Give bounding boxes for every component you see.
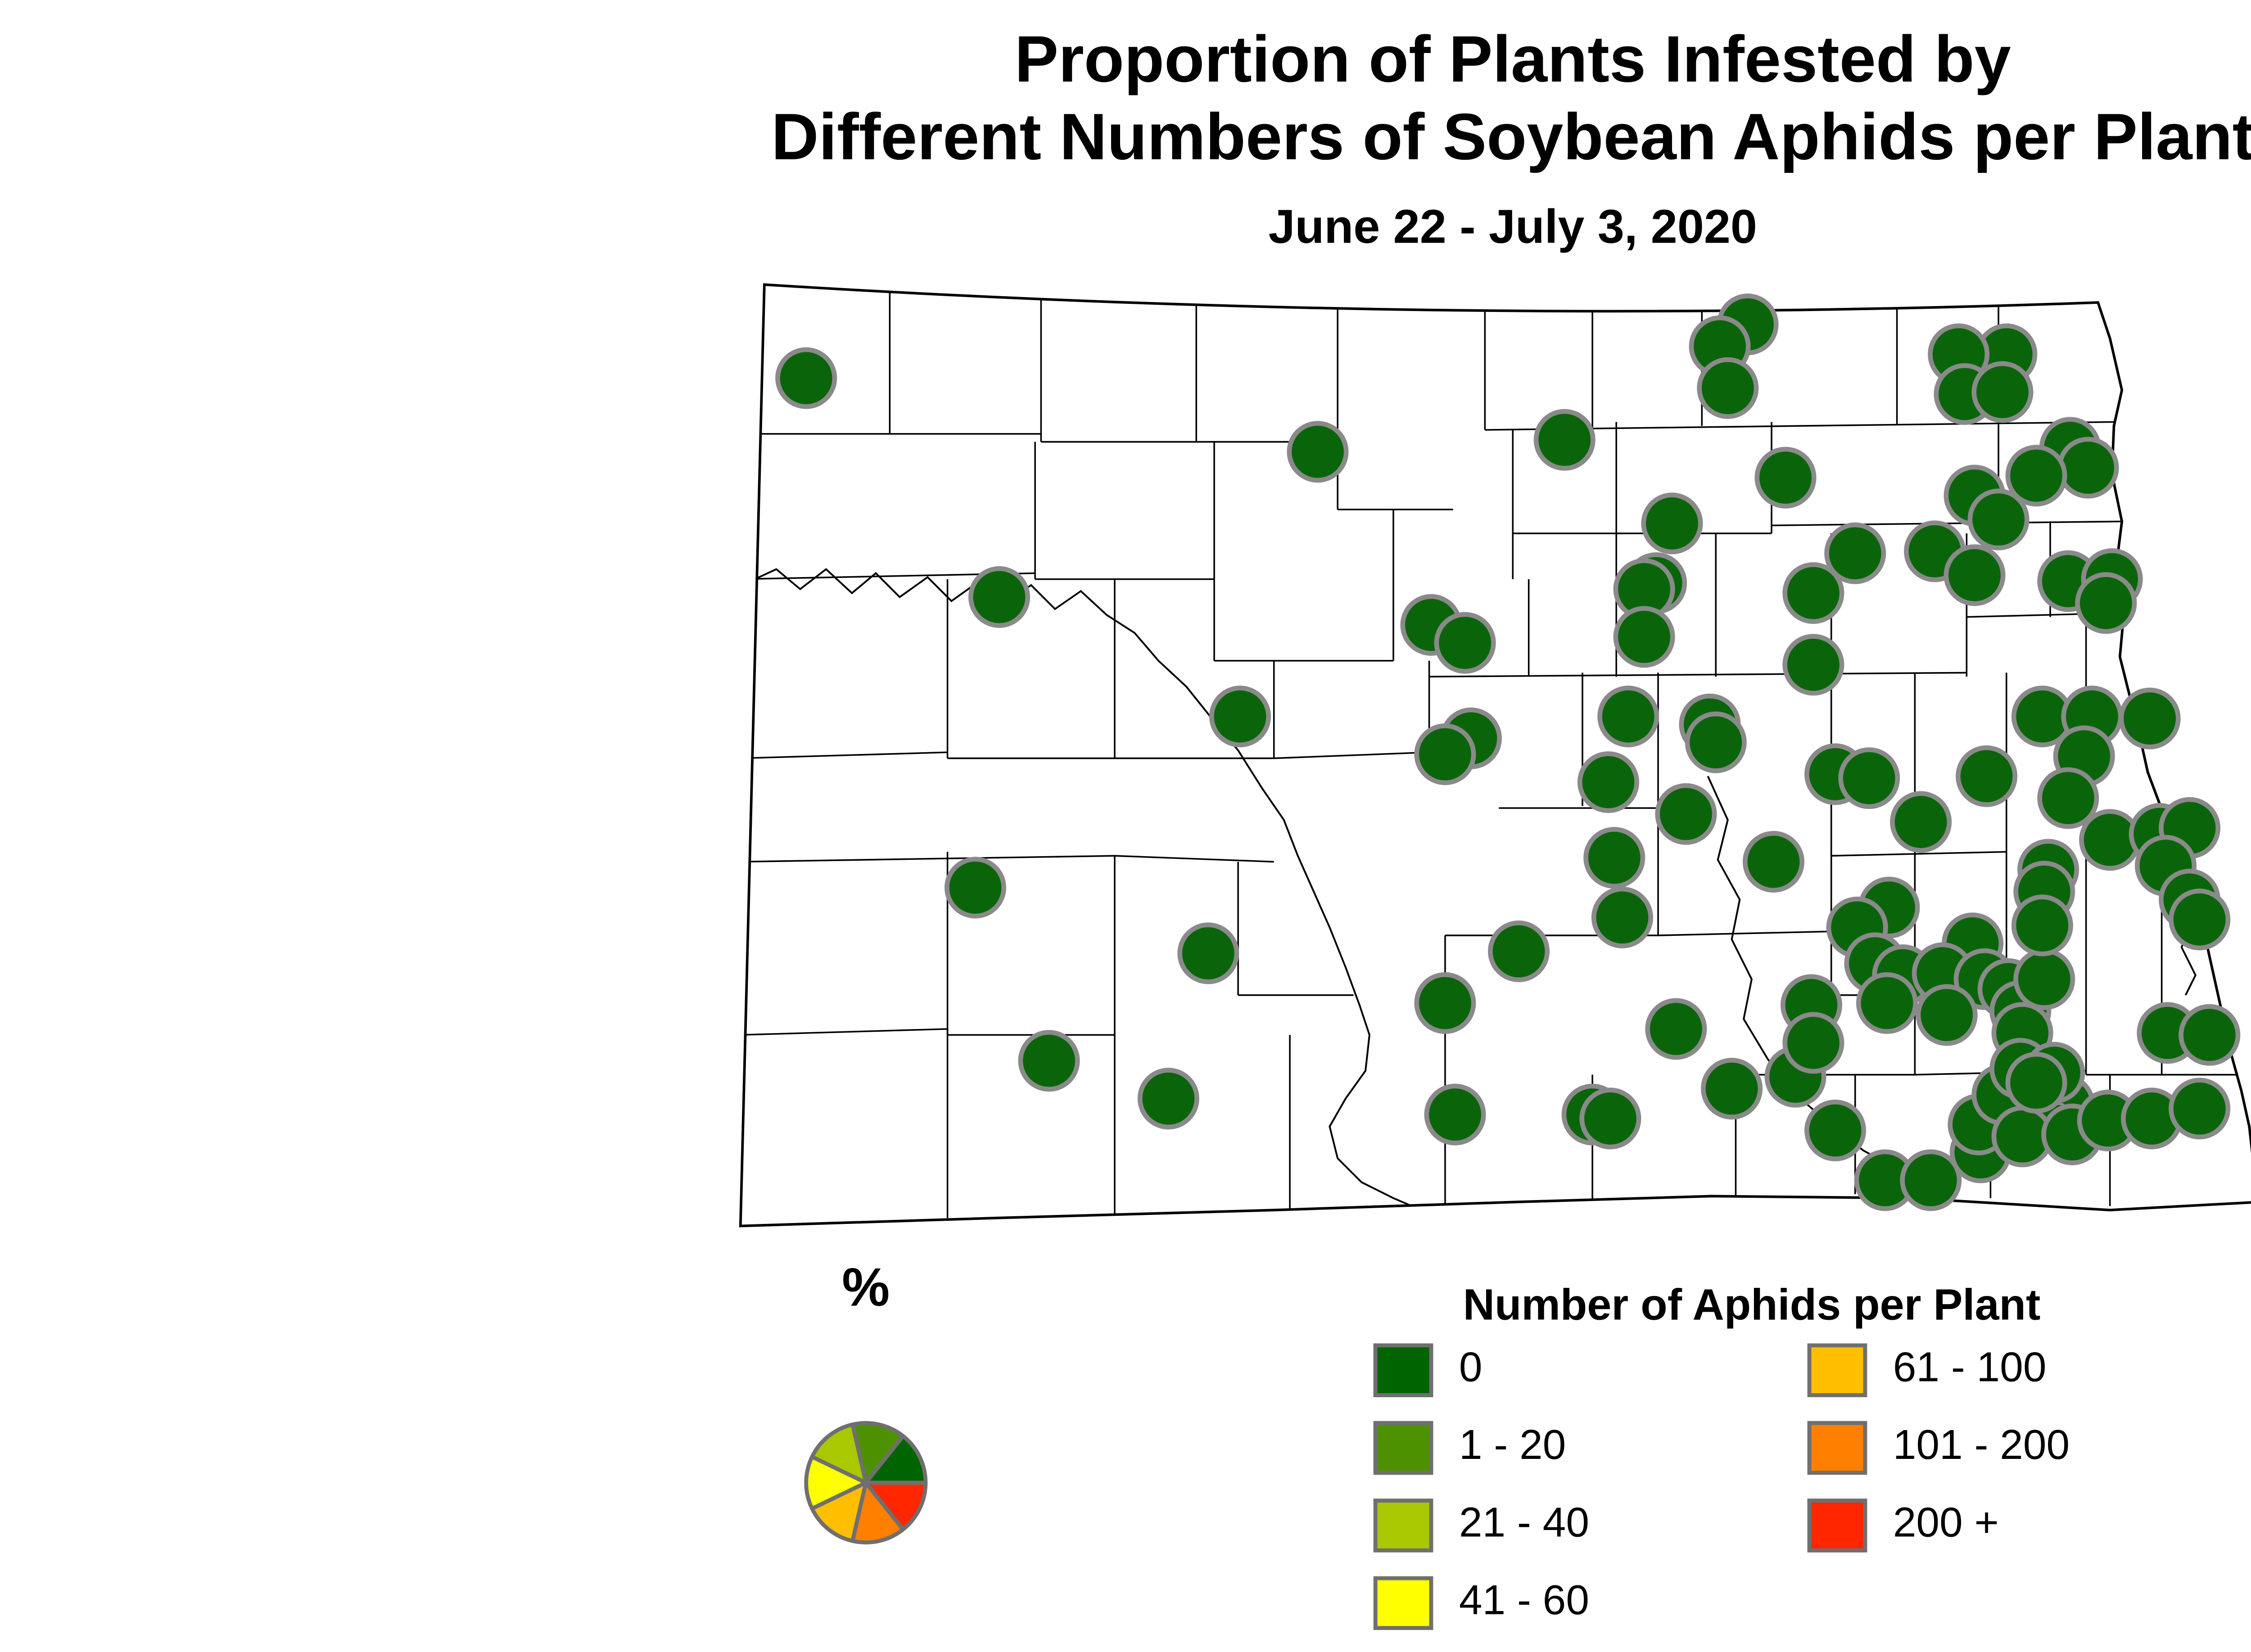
site-pie: [2005, 1052, 2067, 1114]
legend-row: 41 - 60: [1373, 1574, 1590, 1630]
site-pie: [1838, 747, 1900, 809]
legend-swatch: [1373, 1575, 1433, 1629]
site-pie: [1209, 686, 1271, 748]
site-pie: [1287, 421, 1349, 483]
title-line-2: Different Numbers of Soybean Aphids per …: [771, 99, 2251, 173]
legend-swatch: [1373, 1420, 1433, 1474]
legend-column-right: 61 - 100 101 - 200 200 +: [1807, 1341, 2070, 1574]
legend-row: 200 +: [1807, 1497, 2070, 1553]
site-pie: [2075, 572, 2137, 634]
site-pie: [2169, 1078, 2231, 1140]
site-pie: [2169, 889, 2231, 951]
site-pie: [1742, 831, 1804, 893]
legend-row: 1 - 20: [1373, 1419, 1589, 1475]
legend-swatch: [1373, 1342, 1433, 1396]
site-pie: [1018, 1030, 1080, 1092]
site-pie: [1967, 488, 2030, 551]
site-pie: [2057, 437, 2119, 499]
site-pie: [1414, 972, 1476, 1034]
legend-column-left: 0 1 - 20 21 - 40 41 - 60: [1373, 1341, 1590, 1652]
site-pie: [968, 566, 1031, 628]
site-pie: [1754, 447, 1817, 509]
page-title: Proportion of Plants Infested by Differe…: [0, 20, 2251, 175]
subtitle-date-range: June 22 - July 3, 2020: [1268, 201, 1757, 255]
sheyenne-river: [1707, 776, 1941, 1185]
title-line-1: Proportion of Plants Infested by: [1014, 22, 2011, 96]
site-pie: [1577, 751, 1640, 813]
site-pie: [2179, 1004, 2241, 1066]
site-pie: [1856, 972, 1918, 1034]
site-pie: [2005, 445, 2067, 507]
site-pie: [1177, 922, 1239, 984]
missouri-river: [750, 568, 1455, 1219]
sample-pie-slice: [850, 1421, 905, 1485]
site-pie: [1424, 1083, 1486, 1146]
legend-row: 0: [1373, 1341, 1589, 1397]
site-pie: [944, 857, 1007, 919]
site-pie: [1916, 984, 1978, 1046]
site-pie: [1533, 409, 1596, 471]
site-pie: [1434, 612, 1496, 674]
legend-swatch: [1807, 1420, 1867, 1474]
sample-pie-slice: [810, 1422, 868, 1485]
site-pie: [1645, 998, 1707, 1060]
legend-label: 200 +: [1893, 1500, 1999, 1547]
legend-swatch: [1807, 1342, 1867, 1396]
legend-title: Number of Aphids per Plant: [1463, 1279, 2041, 1330]
site-pie: [1890, 791, 1952, 853]
site-pie: [1655, 783, 1717, 845]
site-pie: [1414, 723, 1476, 785]
site-pie: [1956, 745, 2018, 807]
site-pie: [2013, 948, 2075, 1010]
site-pie: [1971, 361, 2034, 423]
site-pie: [1579, 1088, 1641, 1150]
legend-row: 61 - 100: [1807, 1341, 2070, 1397]
sample-percentage-pie: [804, 1421, 928, 1544]
legend-swatch: [1373, 1498, 1433, 1552]
site-pie: [1900, 1149, 1962, 1211]
site-pie: [1701, 1057, 1763, 1120]
site-pies: [775, 293, 2241, 1211]
site-pie: [1685, 711, 1747, 773]
site-pie: [1782, 562, 1844, 624]
legend-label: 0: [1459, 1345, 1483, 1391]
legend-label: 61 - 100: [1893, 1345, 2047, 1391]
site-pie: [1583, 827, 1645, 889]
site-pie: [1591, 886, 1653, 948]
sample-pie-slice: [850, 1480, 905, 1544]
site-pie: [1782, 1012, 1844, 1074]
site-pie: [1487, 920, 1550, 982]
site-pie: [1641, 492, 1703, 555]
legend-label: 21 - 40: [1459, 1500, 1590, 1547]
legend-swatch: [1807, 1498, 1867, 1552]
legend-label: 41 - 60: [1459, 1578, 1590, 1624]
site-pie: [1597, 686, 1659, 748]
sample-pie-percent-label: %: [842, 1258, 890, 1318]
sample-pie-slice: [810, 1480, 868, 1543]
site-pie: [775, 347, 837, 409]
site-pie: [1613, 606, 1675, 668]
sample-pie-slice: [804, 1454, 868, 1511]
site-pie: [2037, 767, 2099, 829]
sample-pie-slice: [863, 1434, 928, 1485]
legend-row: 21 - 40: [1373, 1497, 1590, 1553]
legend-label: 101 - 200: [1893, 1423, 2070, 1469]
site-pie: [1782, 634, 1844, 696]
site-pie: [1697, 357, 1759, 419]
legend-label: 1 - 20: [1459, 1423, 1566, 1469]
legend-row: 101 - 200: [1807, 1419, 2070, 1475]
site-pie: [1944, 544, 2006, 606]
site-pie: [1804, 1099, 1867, 1161]
site-pie: [2119, 687, 2181, 749]
site-pie: [1137, 1068, 1199, 1130]
site-pie: [2011, 894, 2073, 957]
state-outline-border: [739, 283, 2251, 1228]
sample-pie-slice: [863, 1480, 928, 1532]
site-pie: [1824, 522, 1886, 584]
